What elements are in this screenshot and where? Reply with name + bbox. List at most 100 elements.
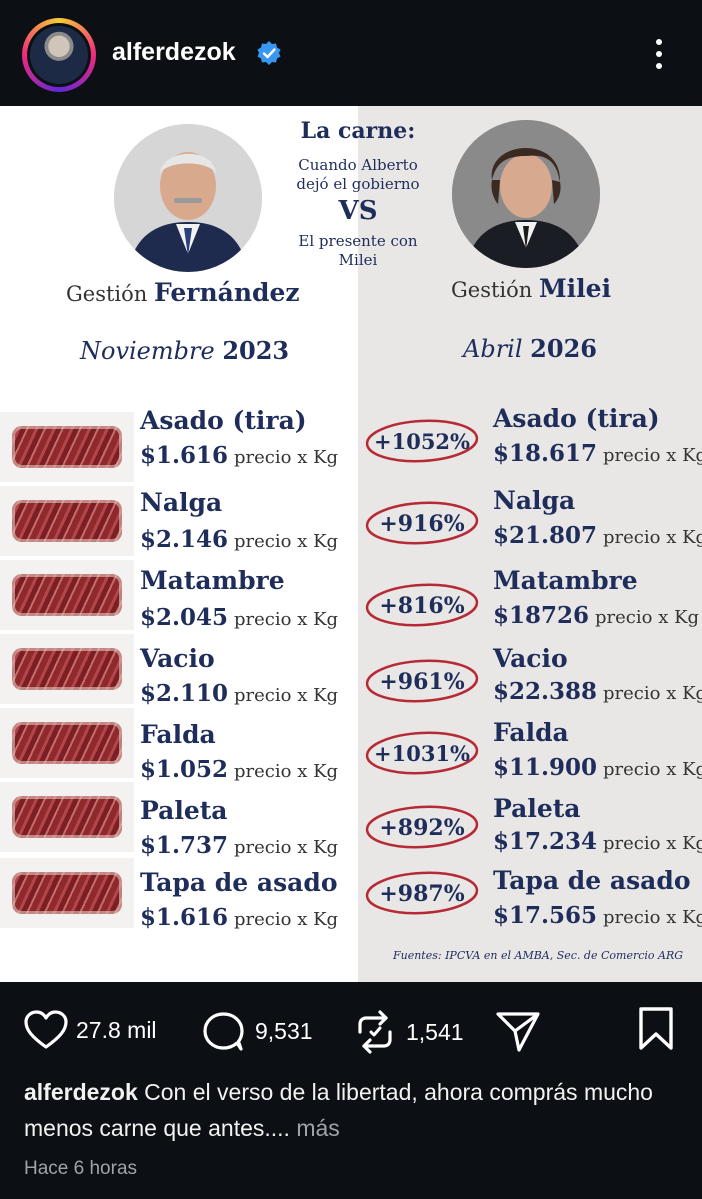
vs-label: VS [338,196,378,226]
price-unit: precio x Kg [234,609,339,630]
post-actions: 27.8 mil 9,531 1,541 alferdezok Con el v… [0,982,702,1199]
cut-name-left: Tapa de asado [140,868,338,897]
cut-name-right: Matambre [493,566,638,595]
avatar-image [30,26,88,84]
main-title: La carne: [300,118,416,144]
increase-badge: +892% [365,805,479,849]
meat-photo [12,796,122,838]
cut-name-left: Vacio [140,644,215,673]
meat-photo [12,872,122,914]
period-month: Noviembre [80,337,215,365]
price-2026: $17.565 precio x Kg [493,902,702,929]
send-icon[interactable] [495,1010,541,1052]
like-count: 27.8 mil [76,1016,157,1043]
repost-icon [358,1010,392,1054]
price-unit: precio x Kg [603,833,702,854]
post-caption: alferdezok Con el verso de la libertad, … [24,1074,664,1146]
subtitle-before: Cuando Alberto dejó el gobierno [296,156,420,193]
price-unit: precio x Kg [234,685,339,706]
price-unit: precio x Kg [603,445,702,466]
price-2026: $11.900 precio x Kg [493,754,702,781]
price-2023: $2.045 precio x Kg [140,604,338,631]
cut-name-right: Vacio [493,644,568,673]
meat-photo [12,722,122,764]
avatar[interactable] [27,23,91,87]
price-value: $2.045 [140,604,229,631]
price-value: $1.737 [140,832,229,859]
increase-badge: +987% [365,871,479,915]
increase-percent: +987% [379,881,464,907]
repost-button[interactable]: 1,541 [352,1010,464,1054]
cut-name-left: Asado (tira) [140,406,307,435]
increase-badge: +1031% [365,731,479,775]
cut-name-right: Falda [493,718,569,747]
price-2026: $18.617 precio x Kg [493,440,702,467]
price-2023: $1.737 precio x Kg [140,832,338,859]
gestion-label: Gestión [66,282,148,306]
comment-button[interactable]: 9,531 [201,1010,313,1052]
gestion-name: Milei [539,274,612,303]
cut-name-left: Nalga [140,488,223,517]
meat-photo [12,574,122,616]
period-year: 2026 [530,334,597,363]
increase-percent: +816% [379,593,464,619]
price-unit: precio x Kg [603,527,702,548]
post-image[interactable]: La carne: Cuando Alberto dejó el gobiern… [0,106,702,982]
price-value: $17.565 [493,902,598,929]
cut-name-left: Matambre [140,566,285,595]
milei-portrait [452,120,600,268]
price-value: $17.234 [493,828,598,855]
more-options-icon[interactable] [646,36,672,72]
meat-photo [12,426,122,468]
increase-badge: +961% [365,659,479,703]
caption-text: Con el verso de la libertad, ahora compr… [24,1079,653,1141]
price-unit: precio x Kg [234,837,339,858]
period-year: 2023 [222,336,290,365]
story-ring[interactable] [22,18,96,92]
price-2026: $18726 precio x Kg [493,602,699,629]
price-unit: precio x Kg [234,447,339,468]
bookmark-icon[interactable] [636,1006,676,1052]
like-button[interactable]: 27.8 mil [24,1010,157,1050]
gestion-name: Fernández [154,278,300,307]
cut-name-right: Asado (tira) [493,404,660,433]
price-unit: precio x Kg [234,909,339,930]
cut-name-right: Nalga [493,486,576,515]
heart-icon [24,1010,68,1049]
caption-username[interactable]: alferdezok [24,1079,138,1105]
price-value: $22.388 [493,678,598,705]
increase-badge: +1052% [365,419,479,463]
gestion-fernandez: Gestión Fernández [66,278,300,307]
increase-percent: +892% [379,815,464,841]
more-link[interactable]: más [296,1115,340,1141]
period-left: Noviembre 2023 [80,336,289,365]
comment-icon [203,1012,244,1051]
meat-cut-image [0,858,134,928]
increase-percent: +1031% [374,741,470,766]
meat-cut-image [0,708,134,778]
price-value: $2.110 [140,680,229,707]
username[interactable]: alferdezok [112,38,236,66]
meat-cut-image [0,412,134,482]
increase-percent: +916% [379,511,464,537]
meat-photo [12,500,122,542]
price-value: $1.616 [140,904,229,931]
period-month: Abril [463,335,523,363]
meat-cut-image [0,634,134,704]
meat-cut-image [0,782,134,852]
price-2023: $2.110 precio x Kg [140,680,338,707]
sources-note: Fuentes: IPCVA en el AMBA, Sec. de Comer… [393,949,684,962]
price-2023: $1.052 precio x Kg [140,756,338,783]
comment-count: 9,531 [255,1017,313,1044]
gestion-label: Gestión [451,278,533,302]
meat-photo [12,648,122,690]
fernandez-portrait [114,124,262,272]
cut-name-left: Paleta [140,796,228,825]
price-2023: $2.146 precio x Kg [140,526,338,553]
verified-badge-icon [257,41,281,65]
price-unit: precio x Kg [603,683,702,704]
cut-name-right: Tapa de asado [493,866,691,895]
increase-badge: +816% [365,583,479,627]
meat-cut-image [0,486,134,556]
increase-percent: +961% [379,669,464,695]
